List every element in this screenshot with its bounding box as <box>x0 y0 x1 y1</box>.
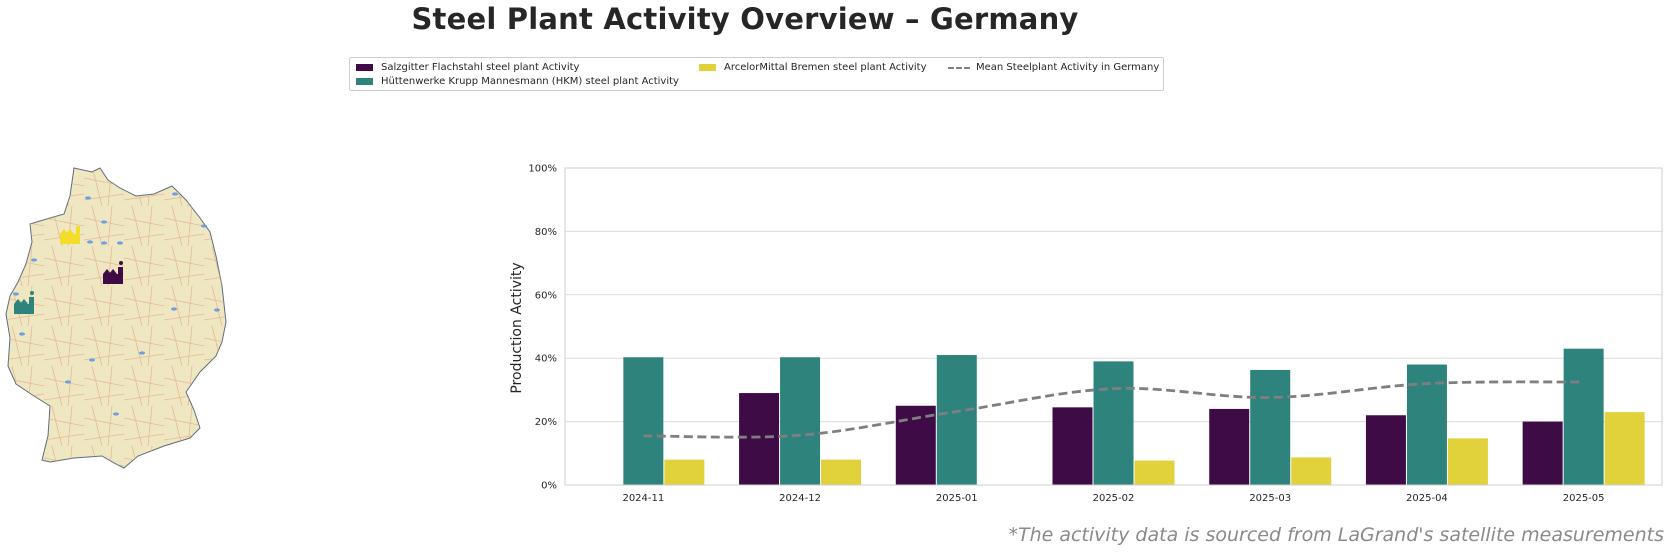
x-tick-label: 2024-12 <box>779 493 821 504</box>
y-axis-label: Production Activity <box>509 262 525 393</box>
bar-arcelormittal <box>821 459 862 485</box>
x-tick-label: 2025-01 <box>936 493 978 504</box>
mean-activity-line <box>643 380 1584 439</box>
y-tick-label: 100% <box>528 164 557 175</box>
x-tick-label: 2025-04 <box>1406 493 1448 504</box>
legend-swatch-arcelormittal <box>699 64 716 71</box>
y-tick-label: 60% <box>535 290 557 301</box>
legend-swatch-mean <box>948 66 970 69</box>
germany-map-svg <box>5 167 227 469</box>
chart-title: Steel Plant Activity Overview – Germany <box>411 2 1079 36</box>
legend-item-salzgitter: Salzgitter Flachstahl steel plant Activi… <box>356 62 579 73</box>
hkm-marker <box>14 291 34 314</box>
bar-arcelormittal <box>1447 438 1488 485</box>
legend-swatch-salzgitter <box>356 64 373 71</box>
bar-arcelormittal <box>1134 460 1175 485</box>
bar-salzgitter <box>1209 408 1250 485</box>
legend-item-hkm: Hüttenwerke Krupp Mannesmann (HKM) steel… <box>356 76 679 87</box>
legend-label-mean: Mean Steelplant Activity in Germany <box>976 62 1160 73</box>
legend-label-hkm: Hüttenwerke Krupp Mannesmann (HKM) steel… <box>381 76 679 87</box>
chart-mean-line <box>643 380 1584 439</box>
germany-map <box>4 166 244 486</box>
x-tick-label: 2024-11 <box>622 493 664 504</box>
y-tick-label: 40% <box>535 354 557 365</box>
bar-hkm <box>1250 369 1291 485</box>
x-tick-label: 2025-03 <box>1249 493 1291 504</box>
y-tick-label: 80% <box>535 227 557 238</box>
bar-salzgitter <box>1365 415 1406 485</box>
bar-salzgitter <box>1522 421 1563 485</box>
legend: Salzgitter Flachstahl steel plant Activi… <box>349 57 1164 91</box>
arcelormittal-bremen-marker <box>60 226 80 244</box>
legend-item-arcelormittal: ArcelorMittal Bremen steel plant Activit… <box>699 62 927 73</box>
bar-hkm <box>623 357 664 485</box>
bar-salzgitter <box>739 393 780 485</box>
chart-bars <box>623 348 1645 485</box>
y-tick-label: 0% <box>541 481 557 492</box>
bar-hkm <box>936 355 977 485</box>
bar-hkm <box>1563 348 1604 485</box>
bar-arcelormittal <box>1604 412 1645 485</box>
bar-hkm <box>1093 361 1134 485</box>
legend-swatch-hkm <box>356 78 373 85</box>
salzgitter-marker <box>103 261 123 284</box>
y-tick-label: 20% <box>535 417 557 428</box>
plot-frame <box>564 167 1663 486</box>
footnote: *The activity data is sourced from LaGra… <box>1008 524 1664 546</box>
bar-arcelormittal <box>664 459 705 485</box>
x-tick-label: 2025-05 <box>1563 493 1605 504</box>
legend-item-mean: Mean Steelplant Activity in Germany <box>948 62 1159 73</box>
bar-arcelormittal <box>1291 457 1332 485</box>
chart-axes: 0% 20% 40% 60% 80% 100% 2024-11 2024-12 2025-01 2… <box>528 164 1663 504</box>
x-tick-label: 2025-02 <box>1093 493 1135 504</box>
legend-label-arcelormittal: ArcelorMittal Bremen steel plant Activit… <box>724 62 927 73</box>
bar-salzgitter <box>1052 407 1093 485</box>
bar-hkm <box>780 357 821 485</box>
legend-label-salzgitter: Salzgitter Flachstahl steel plant Activi… <box>381 62 580 73</box>
